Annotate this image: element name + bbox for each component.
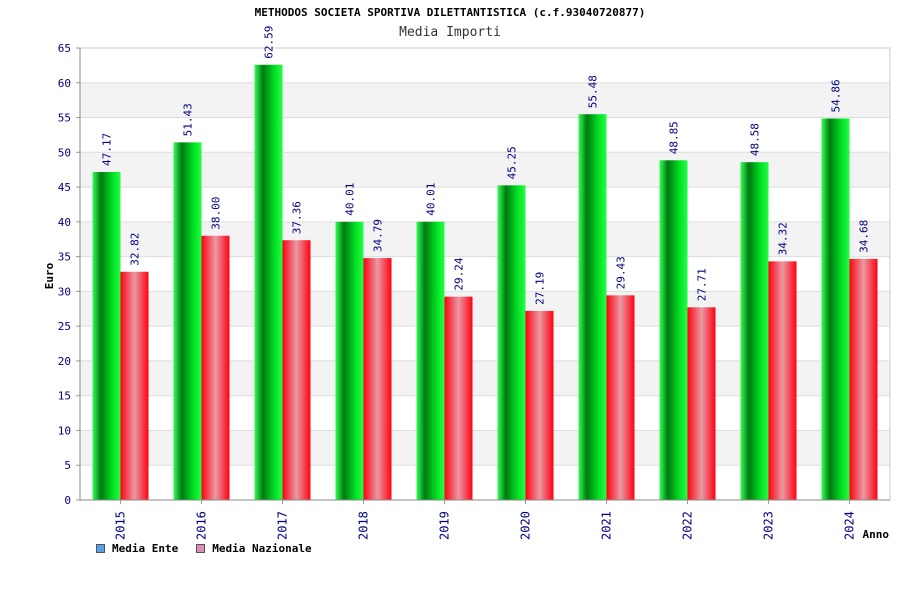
- y-tick-label: 65: [58, 42, 71, 55]
- chart-title: METHODOS SOCIETA SPORTIVA DILETTANTISTIC…: [254, 6, 646, 19]
- grid-band: [80, 48, 890, 83]
- data-label: 29.24: [453, 257, 466, 290]
- y-tick-label: 55: [58, 112, 71, 125]
- data-label: 34.79: [372, 219, 385, 252]
- bar-ente: [92, 171, 121, 501]
- data-label: 32.82: [129, 233, 142, 266]
- bar-nazionale: [768, 261, 797, 500]
- data-label: 45.25: [506, 146, 519, 179]
- x-tick-label: 2020: [519, 511, 533, 540]
- grid-band: [80, 82, 890, 118]
- data-label: 34.68: [858, 220, 871, 253]
- data-label: 29.43: [615, 256, 628, 289]
- y-axis-label: Euro: [43, 262, 56, 289]
- data-label: 48.85: [668, 121, 681, 154]
- y-tick-label: 50: [58, 146, 71, 159]
- x-tick-label: 2018: [357, 511, 371, 540]
- bar-ente: [821, 118, 850, 501]
- bar-ente: [254, 64, 283, 501]
- data-label: 27.71: [696, 268, 709, 301]
- data-label: 47.17: [101, 133, 114, 166]
- legend-swatch-nazionale: [196, 544, 206, 553]
- y-tick-label: 15: [58, 390, 71, 403]
- data-label: 34.32: [777, 222, 790, 255]
- data-label: 38.00: [210, 197, 223, 230]
- legend-item-nazionale: Media Nazionale: [196, 542, 312, 555]
- grid-band: [80, 117, 890, 153]
- bar-nazionale: [201, 235, 230, 500]
- x-tick-label: 2022: [681, 511, 695, 540]
- bar-ente: [173, 142, 202, 500]
- bar-nazionale: [606, 295, 635, 500]
- bar-ente: [416, 221, 445, 500]
- data-label: 27.19: [534, 272, 547, 305]
- legend-label-ente: Media Ente: [112, 542, 179, 555]
- bar-nazionale: [363, 258, 392, 500]
- y-tick-label: 25: [58, 320, 71, 333]
- data-label: 55.48: [587, 75, 600, 108]
- y-tick-label: 10: [58, 424, 71, 437]
- chart-subtitle: Media Importi: [399, 25, 501, 40]
- data-label: 48.58: [749, 123, 762, 156]
- y-tick-label: 5: [64, 459, 71, 472]
- bar-ente: [335, 221, 364, 500]
- bar-nazionale: [282, 240, 311, 500]
- data-label: 51.43: [182, 103, 195, 136]
- y-tick-label: 60: [58, 77, 71, 90]
- bar-ente: [578, 114, 607, 500]
- x-tick-label: 2023: [762, 511, 776, 540]
- legend-swatch-ente: [96, 544, 105, 553]
- legend: Media Ente Media Nazionale: [96, 542, 312, 555]
- bar-nazionale: [687, 307, 716, 500]
- y-tick-label: 40: [58, 216, 71, 229]
- legend-item-ente: Media Ente: [96, 542, 178, 555]
- x-tick-label: 2021: [600, 511, 614, 540]
- legend-label-nazionale: Media Nazionale: [212, 542, 312, 555]
- x-tick-label: 2019: [438, 511, 452, 540]
- bar-ente: [740, 162, 769, 500]
- bar-ente: [497, 185, 526, 501]
- bar-nazionale: [120, 271, 149, 500]
- data-label: 54.86: [830, 79, 843, 112]
- data-label: 40.01: [344, 183, 357, 216]
- x-tick-label: 2024: [843, 511, 857, 540]
- y-tick-label: 30: [58, 285, 71, 298]
- x-tick-label: 2017: [276, 511, 290, 540]
- data-label: 62.59: [263, 26, 276, 59]
- y-tick-label: 0: [64, 494, 71, 507]
- bar-nazionale: [444, 296, 473, 500]
- data-label: 37.36: [291, 201, 304, 234]
- x-tick-label: 2016: [195, 511, 209, 540]
- bar-ente: [659, 160, 688, 500]
- bar-nazionale: [849, 258, 878, 500]
- x-axis-label: Anno: [863, 528, 890, 541]
- data-label: 40.01: [425, 183, 438, 216]
- bar-nazionale: [525, 310, 554, 500]
- x-tick-label: 2015: [114, 511, 128, 540]
- y-tick-label: 45: [58, 181, 71, 194]
- y-tick-label: 20: [58, 355, 71, 368]
- y-tick-label: 35: [58, 251, 71, 264]
